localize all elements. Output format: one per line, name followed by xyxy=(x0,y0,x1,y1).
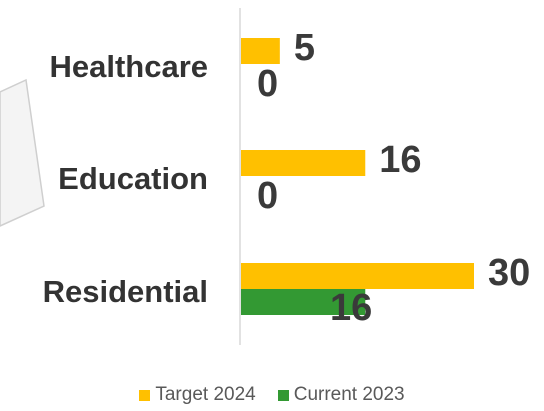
data-label-current: 16 xyxy=(330,287,372,329)
category-label: Education xyxy=(58,161,208,196)
callout-shape xyxy=(0,78,45,227)
bar-target xyxy=(241,150,366,176)
legend-item-target: Target 2024 xyxy=(139,384,256,406)
bar-target xyxy=(241,38,280,64)
data-label-current: 0 xyxy=(257,63,278,105)
category-label: Healthcare xyxy=(49,49,208,84)
legend-label-target: Target 2024 xyxy=(155,384,256,405)
bar-target xyxy=(241,263,474,289)
legend-swatch-current xyxy=(277,389,289,401)
bar-current xyxy=(241,289,366,315)
data-label-current: 0 xyxy=(257,175,278,217)
data-label-target: 5 xyxy=(294,27,315,69)
data-label-target: 30 xyxy=(488,252,530,294)
legend-label-current: Current 2023 xyxy=(293,384,405,405)
legend-item-current: Current 2023 xyxy=(277,384,405,406)
legend-swatch-target xyxy=(139,389,151,401)
legend: Target 2024 Current 2023 xyxy=(0,384,544,406)
data-label-target: 16 xyxy=(379,139,421,181)
category-label: Residential xyxy=(43,274,208,309)
